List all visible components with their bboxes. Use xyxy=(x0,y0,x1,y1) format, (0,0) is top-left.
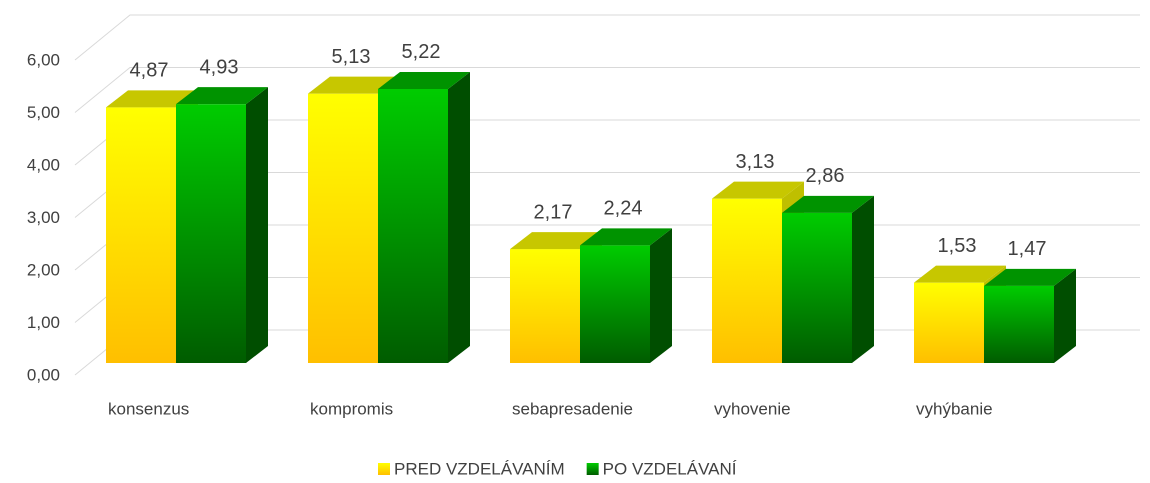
bar-front xyxy=(308,93,378,364)
grid-line xyxy=(74,14,1140,61)
bar-side xyxy=(246,87,268,364)
bar-front xyxy=(176,104,246,364)
bar-front xyxy=(712,198,782,363)
bar-top xyxy=(308,76,400,94)
legend-label: PRED VZDELÁVANÍM xyxy=(394,459,565,478)
legend-swatch xyxy=(586,463,599,475)
bar-side xyxy=(448,71,470,363)
bar xyxy=(176,87,268,364)
y-tick-label: 5,00 xyxy=(27,103,60,122)
value-label: 5,22 xyxy=(402,41,441,63)
bar-front xyxy=(378,88,448,363)
value-label: 3,13 xyxy=(736,151,775,173)
value-label: 4,87 xyxy=(130,60,169,82)
value-label: 1,53 xyxy=(938,235,977,257)
bar-top xyxy=(176,87,268,105)
bar-side xyxy=(1054,268,1076,363)
value-label: 1,47 xyxy=(1008,238,1047,260)
bar-top xyxy=(782,195,874,213)
x-tick-label: kompromis xyxy=(310,399,393,418)
value-label: 2,17 xyxy=(534,201,573,223)
x-tick-label: vyhýbanie xyxy=(916,399,993,418)
bar-top xyxy=(106,90,198,108)
bar-front xyxy=(984,285,1054,363)
legend-label: PO VZDELÁVANÍ xyxy=(603,459,737,478)
legend-swatch xyxy=(378,463,390,475)
value-label: 4,93 xyxy=(200,56,239,78)
bar-front xyxy=(914,282,984,363)
bar-top xyxy=(712,181,804,199)
y-tick-label: 4,00 xyxy=(27,155,60,174)
bar xyxy=(378,71,470,363)
x-tick-label: vyhovenie xyxy=(714,399,791,418)
x-tick-label: sebapresadenie xyxy=(512,399,633,418)
bar-front xyxy=(580,245,650,363)
y-tick-label: 2,00 xyxy=(27,260,60,279)
bar xyxy=(984,268,1076,363)
bar-side xyxy=(650,228,672,363)
bar-top xyxy=(580,228,672,246)
grid-line xyxy=(74,67,1140,113)
bar-top xyxy=(914,265,1006,283)
bar-front xyxy=(782,212,852,363)
value-label: 2,86 xyxy=(806,165,845,187)
bar-top xyxy=(984,268,1076,286)
bar-front xyxy=(106,107,176,363)
bar-side xyxy=(852,195,874,363)
x-tick-label: konsenzus xyxy=(108,399,189,418)
bar-front xyxy=(510,249,580,363)
bar xyxy=(782,195,874,363)
value-label: 2,24 xyxy=(604,198,643,220)
y-tick-label: 1,00 xyxy=(27,313,60,332)
bar-top xyxy=(378,71,470,89)
y-tick-label: 3,00 xyxy=(27,208,60,227)
y-tick-label: 6,00 xyxy=(27,50,60,69)
bar-top xyxy=(510,232,602,250)
y-tick-label: 0,00 xyxy=(27,365,60,384)
value-label: 5,13 xyxy=(332,46,371,68)
bar xyxy=(580,228,672,363)
